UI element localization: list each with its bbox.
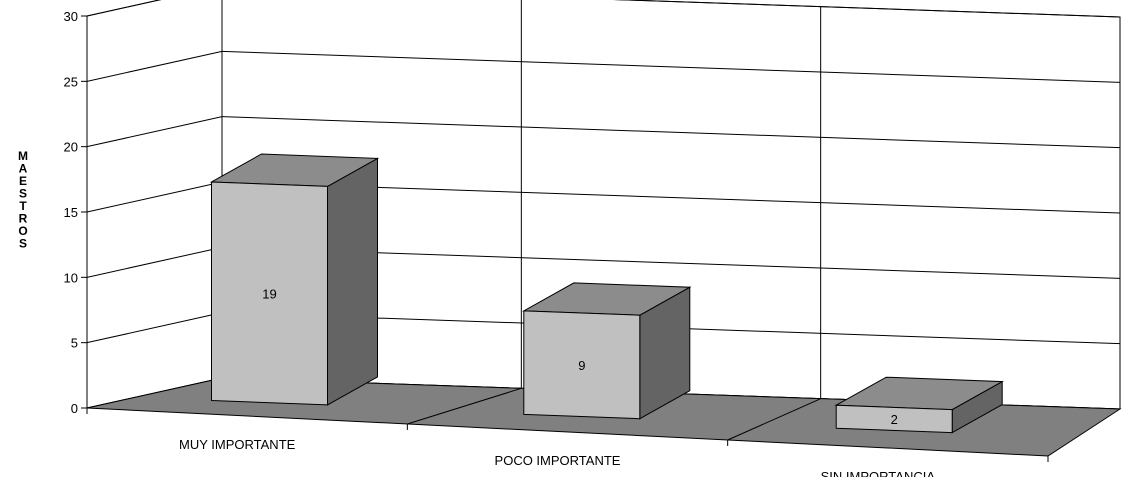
back-gridline	[221, 116, 1121, 149]
side-gridline	[86, 246, 223, 278]
category-label: MUY IMPORTANTE	[179, 437, 296, 452]
side-gridline	[86, 0, 162, 17]
y-axis-label-letter: A	[19, 162, 28, 176]
chart-walls	[86, 0, 1121, 410]
side-gridline	[86, 181, 223, 213]
bar-side	[327, 157, 378, 406]
bar-1: 19	[209, 153, 380, 406]
y-axis-label-letter: R	[19, 212, 28, 226]
category-label: POCO IMPORTANTE	[495, 453, 621, 468]
y-axis-label-letter: S	[19, 187, 27, 201]
data-label: 19	[262, 286, 276, 301]
y-axis-label-letter: S	[19, 237, 27, 251]
y-tick-label: 5	[71, 336, 78, 351]
side-gridline	[86, 116, 223, 148]
y-axis-label-letter: T	[19, 199, 27, 213]
x-axis-labels: MUY IMPORTANTE POCO IMPORTANTE SIN IMPORTA…	[179, 437, 935, 477]
y-tick-label: 0	[71, 401, 78, 416]
category-label: SIN IMPORTANCIA	[821, 469, 936, 477]
y-axis-label-letter: E	[19, 174, 27, 188]
side-wall	[86, 0, 223, 409]
bar-2: 9	[522, 282, 692, 420]
bar-front	[835, 404, 953, 434]
floor-separator	[407, 387, 522, 425]
side-gridline	[86, 312, 223, 344]
bar-front	[523, 310, 641, 420]
y-tick-label: 10	[64, 270, 78, 285]
back-gridline	[613, 0, 1121, 18]
y-axis-label-letter: M	[18, 149, 28, 163]
y-axis-ticks: 0 5 10 15 20 25 30	[64, 9, 87, 416]
y-tick-label: 25	[64, 74, 78, 89]
data-label: 9	[578, 358, 585, 373]
floor-separator	[727, 398, 821, 441]
bar-front	[211, 181, 328, 406]
bar-3: 2	[834, 376, 1004, 434]
y-tick-label: 30	[64, 9, 78, 24]
side-gridline	[86, 50, 223, 82]
y-tick-label: 15	[64, 205, 78, 220]
data-label: 2	[891, 412, 898, 427]
y-tick-label: 20	[64, 140, 78, 155]
y-axis-label-letter: O	[18, 224, 27, 238]
back-gridline	[221, 50, 1121, 83]
